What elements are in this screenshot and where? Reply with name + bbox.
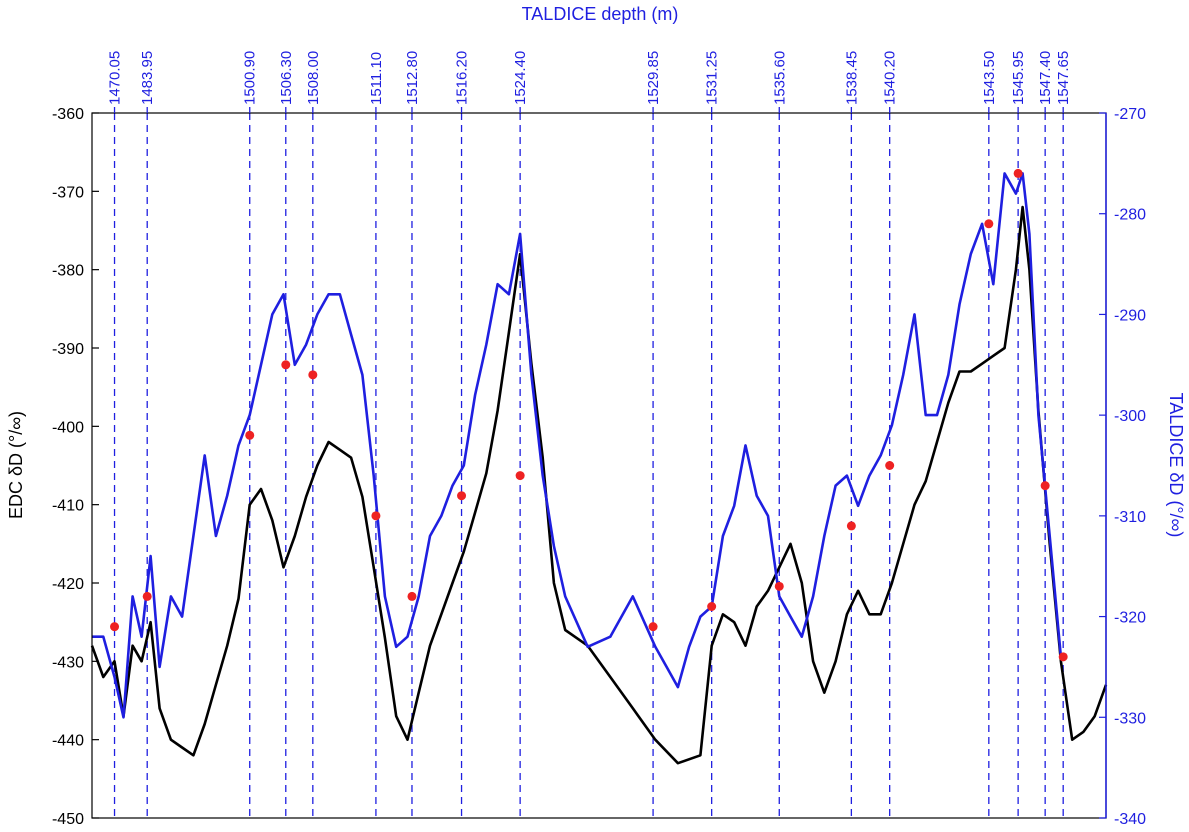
left-axis-tick-label: -450	[52, 811, 84, 828]
right-axis-tick-label: -290	[1114, 307, 1146, 324]
top-axis-title: TALDICE depth (m)	[522, 4, 679, 24]
top-axis-tick-label: 1540.20	[882, 51, 899, 105]
top-axis-tick-label: 1538.45	[843, 51, 860, 105]
left-axis-tick-label: -440	[52, 733, 84, 750]
left-axis: -360 -370 -380 -390 -400 -410 -420 -430 -440 -450	[52, 106, 99, 828]
tie-point-marker	[308, 370, 318, 380]
tie-point-marker	[984, 219, 994, 229]
top-axis-tick-label: 1529.85	[645, 51, 662, 105]
top-axis-tick-label: 1547.40	[1037, 51, 1054, 105]
top-axis-tick-label: 1535.60	[771, 51, 788, 105]
top-axis-tick-label: 1512.80	[404, 51, 421, 105]
right-axis-tick-label: -320	[1114, 610, 1146, 627]
top-axis-tick-label: 1508.00	[305, 51, 322, 105]
top-axis-tick-label: 1543.50	[981, 51, 998, 105]
top-axis: 1470.05 1483.95 1500.90 1506.30 1508.00 1511.…	[107, 51, 1072, 113]
tie-point-marker	[407, 591, 417, 601]
depth-marker-lines	[113, 113, 1064, 818]
plot-frame	[91, 112, 1107, 819]
top-axis-tick-label: 1511.10	[368, 52, 385, 105]
series-layer	[90, 172, 1108, 765]
right-axis-tick-label: -310	[1114, 509, 1146, 526]
right-axis-tick-label: -330	[1114, 710, 1146, 727]
tie-point-marker	[457, 491, 467, 501]
top-axis-tick-label: 1547.65	[1055, 51, 1072, 105]
tie-point-marker	[110, 622, 120, 632]
right-axis: -270 -280 -290 -300 -310 -320 -330 -340	[1099, 106, 1146, 828]
left-axis-tick-label: -420	[52, 576, 84, 593]
tie-point-marker	[774, 581, 784, 591]
top-axis-tick-label: 1470.05	[107, 51, 124, 105]
left-axis-tick-label: -400	[52, 419, 84, 436]
tie-point-marker	[648, 622, 658, 632]
tie-point-marker	[371, 511, 381, 521]
tie-point-marker	[1058, 652, 1068, 662]
marker-layer	[110, 168, 1068, 662]
right-axis-title: TALDICE δD (°/∞)	[1166, 393, 1186, 538]
tie-point-marker	[1013, 168, 1023, 178]
right-axis-tick-label: -340	[1114, 811, 1146, 828]
top-axis-tick-label: 1531.25	[704, 51, 721, 105]
tie-point-marker	[142, 591, 152, 601]
left-axis-title: EDC δD (°/∞)	[6, 411, 26, 519]
tie-point-marker	[1040, 481, 1050, 491]
left-axis-tick-label: -380	[52, 263, 84, 280]
top-axis-tick-label: 1545.95	[1010, 51, 1027, 105]
left-axis-tick-label: -370	[52, 184, 84, 201]
top-axis-tick-label: 1500.90	[242, 51, 259, 105]
tie-point-marker	[515, 471, 525, 481]
tie-point-marker	[846, 521, 856, 531]
top-axis-tick-label: 1516.20	[454, 51, 471, 105]
tie-point-marker	[245, 430, 255, 440]
left-axis-tick-label: -410	[52, 498, 84, 515]
left-axis-tick-label: -360	[52, 106, 84, 123]
tie-point-marker	[885, 461, 895, 470]
edc-series-line	[90, 205, 1108, 765]
right-axis-tick-label: -280	[1114, 207, 1146, 224]
left-axis-tick-label: -430	[52, 654, 84, 671]
right-axis-tick-label: -300	[1114, 408, 1146, 425]
left-axis-tick-label: -390	[52, 341, 84, 358]
top-axis-tick-label: 1506.30	[278, 51, 295, 105]
taldice-series-line	[92, 172, 1063, 719]
tie-point-marker	[707, 602, 717, 611]
tie-point-marker	[281, 360, 291, 370]
top-axis-tick-label: 1524.40	[512, 51, 529, 105]
right-axis-tick-label: -270	[1114, 106, 1146, 123]
top-axis-tick-label: 1483.95	[139, 51, 156, 105]
